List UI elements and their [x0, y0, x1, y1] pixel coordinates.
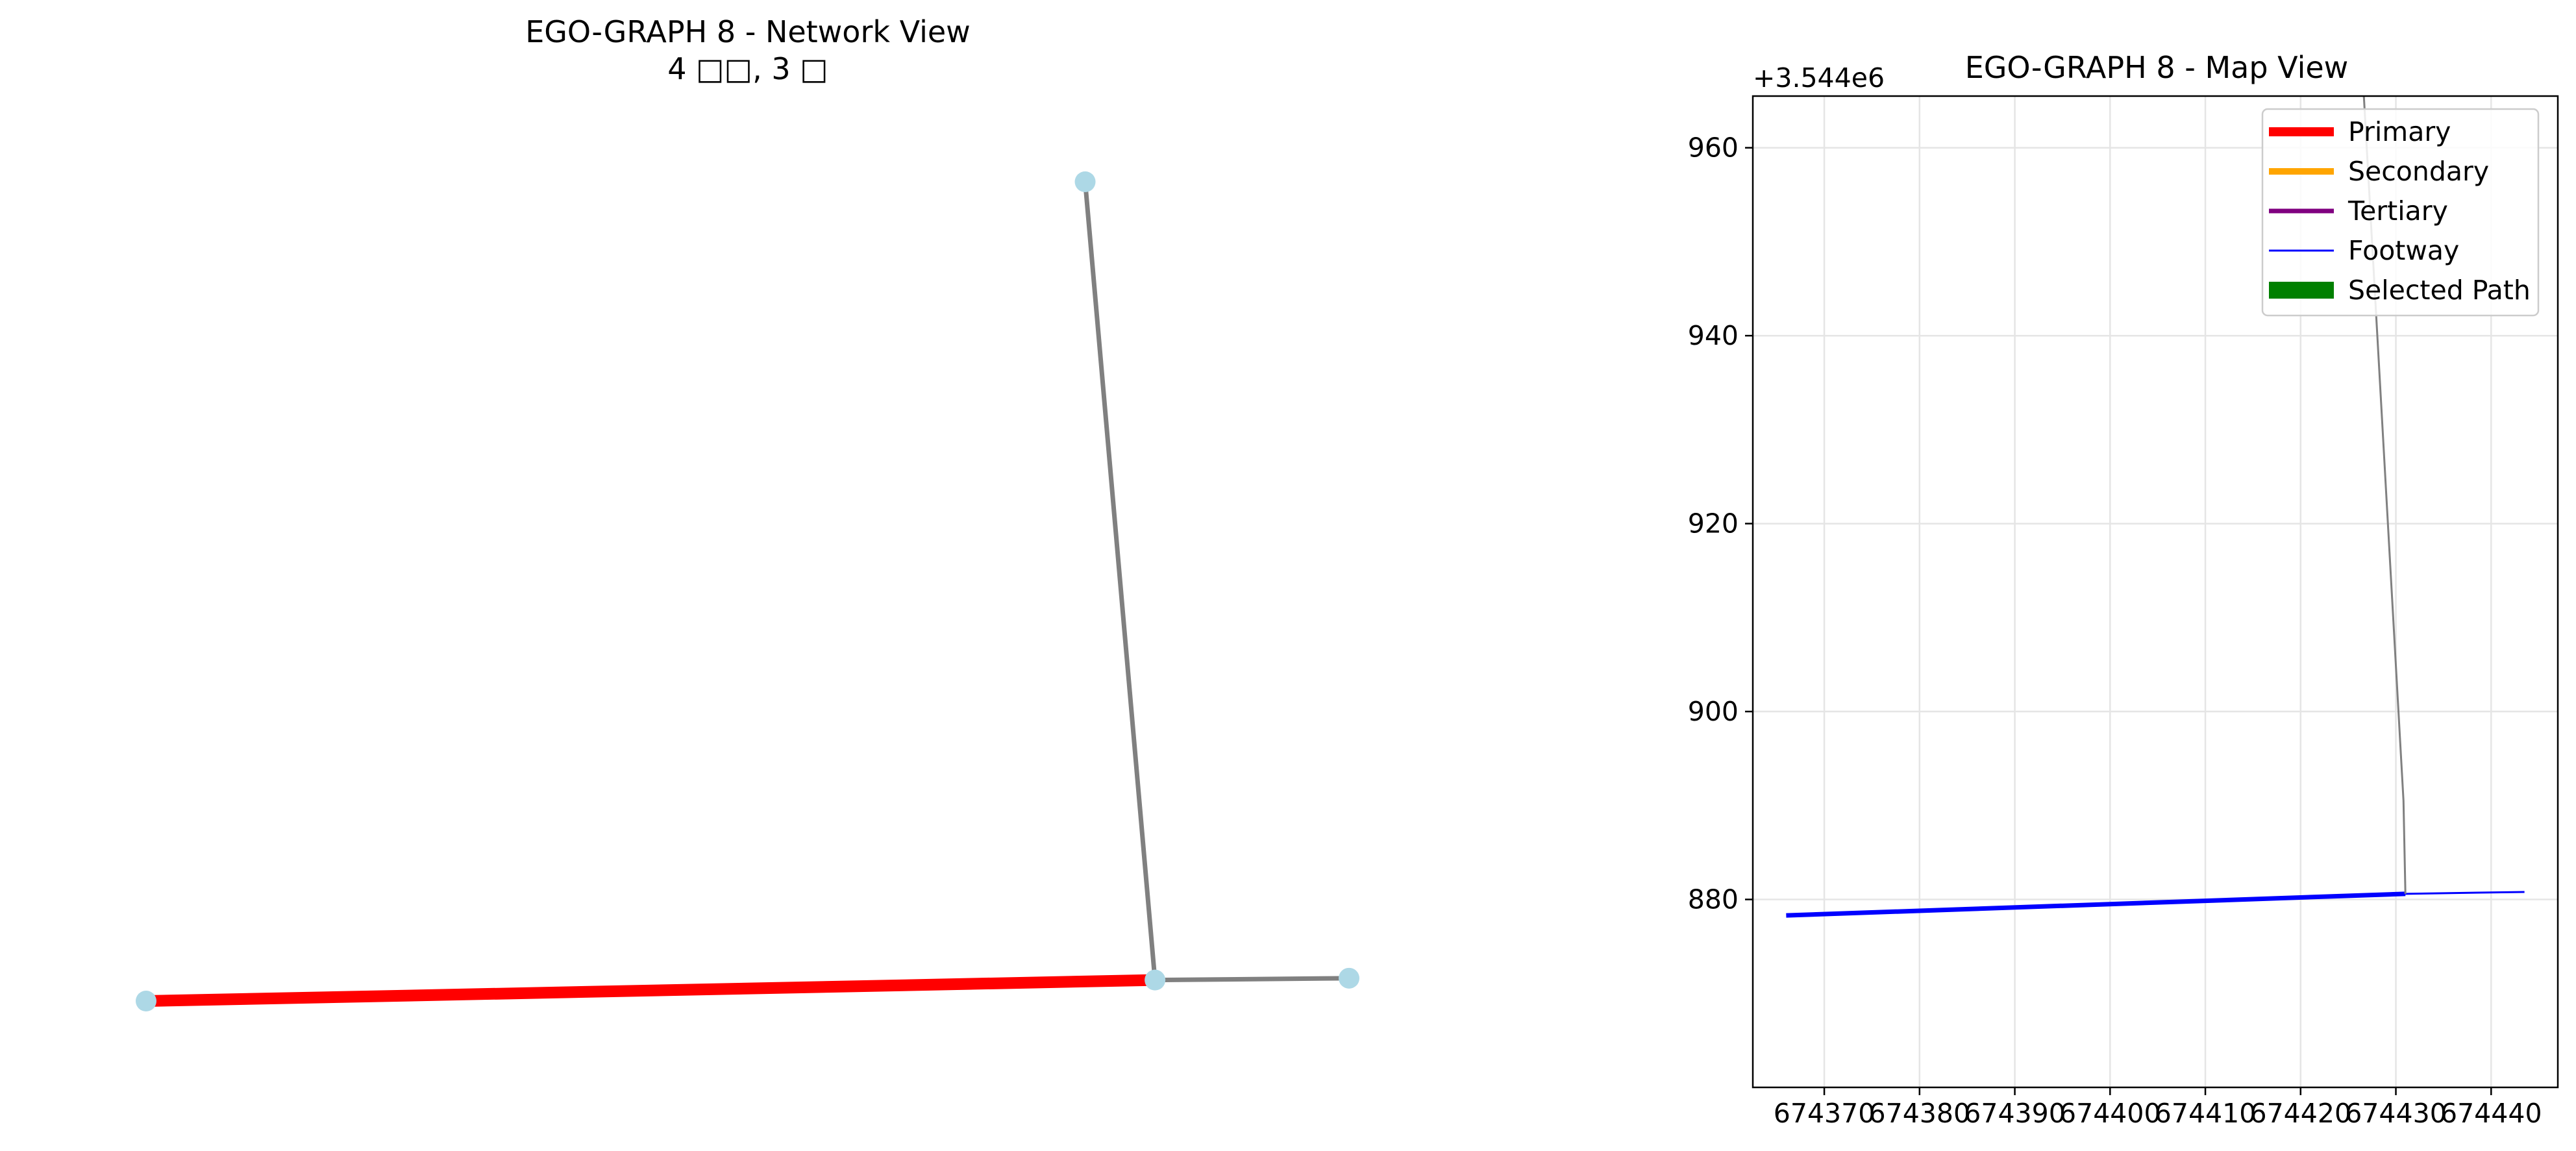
- map-axes-frame: [1752, 95, 2559, 1089]
- x-tick-label: 674380: [1869, 1098, 1971, 1129]
- y-tick-label: 920: [1688, 508, 1739, 539]
- y-axis-ticks: 880 900 920 940 960: [1688, 132, 1753, 915]
- x-tick-label: 674430: [2345, 1098, 2447, 1129]
- map-view: EGO-GRAPH 8 - Map View +3.544e6 67437067…: [1688, 50, 2559, 1129]
- y-offset-label: +3.544e6: [1753, 62, 1885, 93]
- network-title: EGO-GRAPH 8 - Network View: [525, 14, 971, 49]
- network-node-n2: [1145, 969, 1166, 991]
- network-nodes: [136, 171, 1359, 1011]
- legend-label: Selected Path: [2348, 275, 2531, 306]
- y-tick-label: 880: [1688, 884, 1739, 915]
- legend-label: Footway: [2348, 235, 2459, 266]
- map-line-0: [1786, 891, 2406, 918]
- x-tick-label: 674400: [2059, 1098, 2161, 1129]
- x-tick-label: 674440: [2440, 1098, 2542, 1129]
- x-tick-label: 674410: [2155, 1098, 2257, 1129]
- network-edge-n2-n4: [1083, 181, 1158, 980]
- network-view: EGO-GRAPH 8 - Network View 4 □□, 3 □: [136, 14, 1359, 1011]
- x-tick-label: 674390: [1964, 1098, 2066, 1129]
- network-edge-n1-n2: [145, 974, 1156, 1007]
- network-edge-n2-n3: [1155, 976, 1350, 983]
- legend-label: Tertiary: [2347, 195, 2448, 227]
- x-axis-ticks: 6743706743806743906744006744106744206744…: [1774, 1087, 2542, 1129]
- legend-label: Primary: [2348, 116, 2451, 147]
- network-edges: [145, 181, 1350, 1007]
- y-tick-label: 960: [1688, 132, 1739, 164]
- network-subtitle: 4 □□, 3 □: [667, 51, 828, 86]
- y-tick-label: 900: [1688, 696, 1739, 727]
- map-title: EGO-GRAPH 8 - Map View: [1965, 50, 2349, 85]
- network-node-n3: [1339, 967, 1359, 989]
- legend-label: Secondary: [2348, 156, 2489, 187]
- map-legend: Primary Secondary Tertiary Footway Selected …: [2261, 108, 2540, 317]
- network-node-n1: [136, 991, 156, 1011]
- map-line-1: [2405, 891, 2525, 895]
- x-tick-label: 674370: [1774, 1098, 1876, 1129]
- network-node-n4: [1074, 171, 1096, 192]
- x-tick-label: 674420: [2250, 1098, 2352, 1129]
- y-tick-label: 940: [1688, 320, 1739, 351]
- legend-frame: [2261, 108, 2540, 317]
